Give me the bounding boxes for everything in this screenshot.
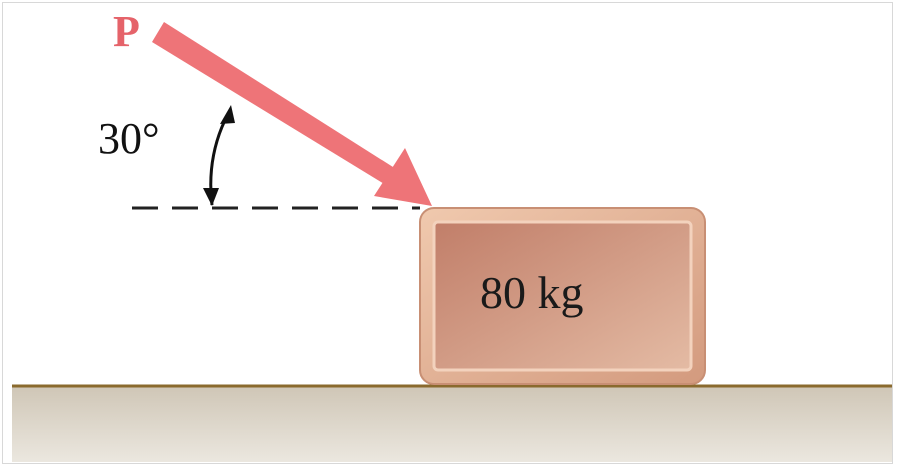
arc-arrowhead-bottom-icon [203,188,219,206]
angle-label: 30° [98,114,160,163]
block [419,207,706,385]
arc-arrowhead-top-icon [220,105,235,124]
force-arrow [152,22,432,206]
ground [12,384,892,462]
force-label: P [113,7,140,56]
angle-arc [203,105,235,206]
block-mass-label: 80 kg [480,267,584,318]
